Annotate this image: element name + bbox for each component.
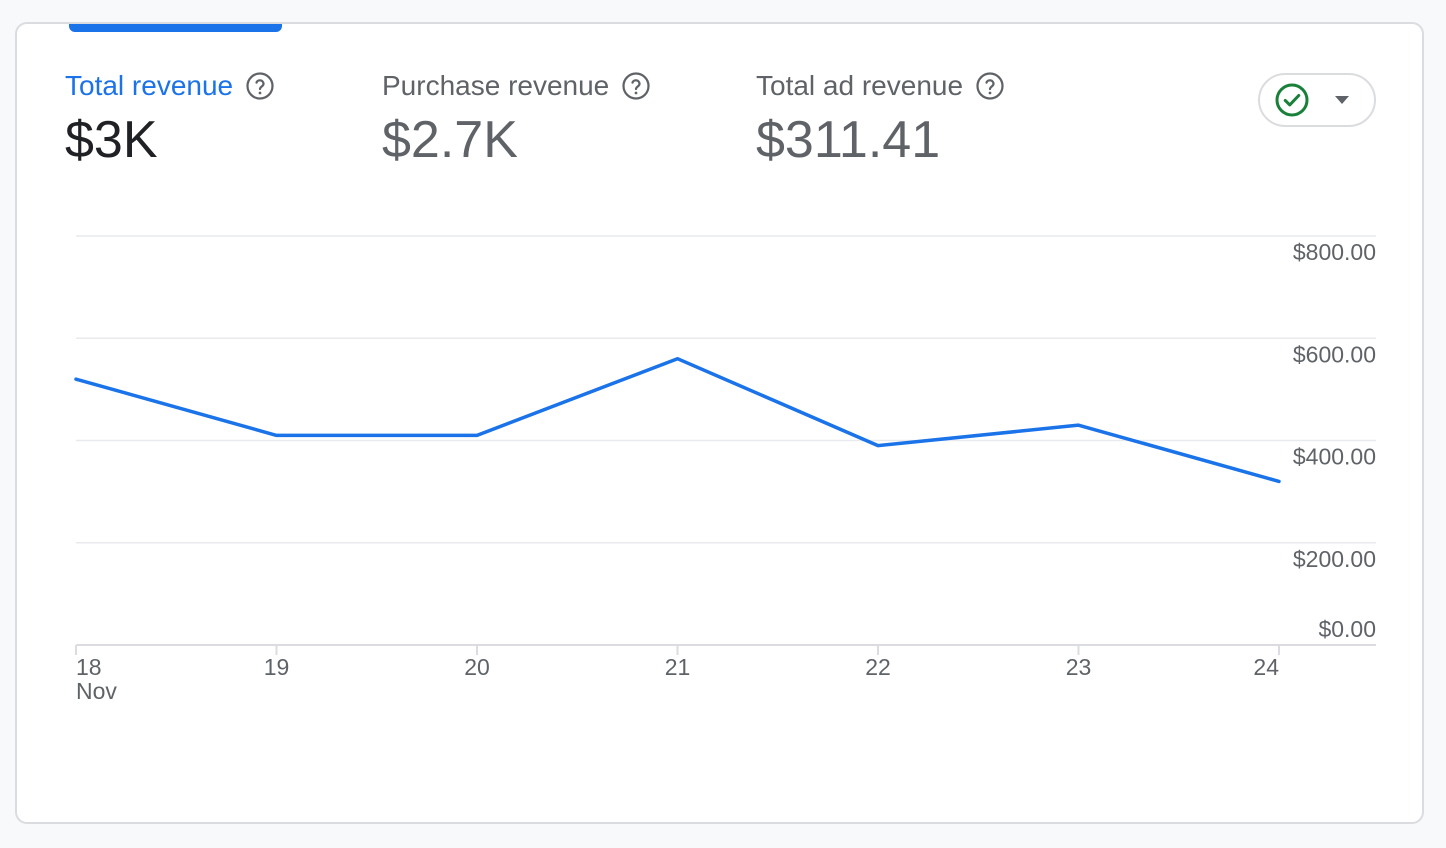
x-tick-label: 21 [665,654,691,680]
revenue-card: Total revenue $3K Purchase revenue $2.7K… [15,22,1424,824]
x-tick-label: 22 [865,654,891,680]
x-tick-label: 24 [1253,654,1279,680]
y-tick-label: $400.00 [1293,444,1376,470]
series-line [74,356,1281,484]
active-tab-indicator [69,24,282,32]
help-circle-icon[interactable] [621,71,651,101]
y-tick-label: $800.00 [1293,239,1376,265]
y-tick-label: $0.00 [1318,616,1376,642]
metric-tab-purchase-revenue[interactable]: Purchase revenue $2.7K [382,68,651,170]
x-month-label: Nov [76,678,117,704]
help-circle-icon[interactable] [245,71,275,101]
metric-label: Purchase revenue [382,70,610,101]
metric-label: Total ad revenue [756,70,964,101]
help-circle-icon[interactable] [975,71,1005,101]
metric-value: $311.41 [756,111,941,169]
metric-tab-total-ad-revenue[interactable]: Total ad revenue $311.41 [756,68,1005,170]
y-tick-label: $200.00 [1293,546,1376,572]
x-tick-label: 18 [76,654,102,680]
x-tick-label: 23 [1066,654,1092,680]
x-tick-label: 19 [264,654,290,680]
data-quality-dropdown[interactable] [1258,73,1376,127]
metric-value: $2.7K [382,111,518,169]
check-circle-icon [1275,83,1309,117]
metric-tab-total-revenue[interactable]: Total revenue $3K [65,68,275,170]
revenue-line-chart: $0.00 $200.00 $400.00 $600.00 $800.00 18 19 20 2… [74,235,1376,704]
metric-value: $3K [65,111,158,169]
y-tick-label: $600.00 [1293,341,1376,367]
caret-down-icon [1335,96,1349,104]
metric-label: Total revenue [65,70,234,101]
x-tick-label: 20 [464,654,490,680]
